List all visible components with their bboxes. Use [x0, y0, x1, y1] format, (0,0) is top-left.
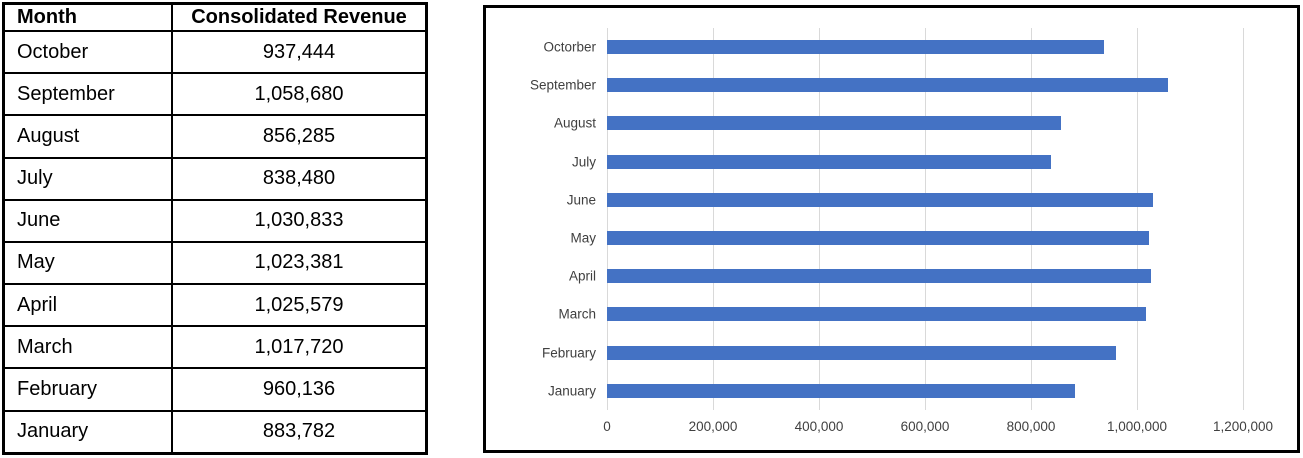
gridline [1031, 28, 1032, 410]
bar-row: May [570, 219, 1243, 257]
table-row: August 856,285 [2, 114, 428, 159]
revenue-cell: 883,782 [171, 409, 428, 455]
x-axis-tick-label: 800,000 [1006, 419, 1056, 434]
x-axis-tick-label: 600,000 [900, 419, 950, 434]
bar [607, 307, 1147, 322]
gridline [607, 28, 608, 410]
bar [607, 345, 1116, 360]
month-cell: August [2, 114, 173, 159]
bar [607, 269, 1151, 284]
revenue-cell: 1,025,579 [171, 283, 428, 328]
month-column-header: Month [2, 2, 173, 32]
month-cell: April [2, 283, 173, 328]
month-cell: July [2, 156, 173, 201]
month-cell: May [2, 240, 173, 286]
bar [607, 40, 1104, 55]
x-axis-tick-label: 1,200,000 [1212, 419, 1274, 434]
month-cell: June [2, 198, 173, 243]
table-row: January 883,782 [2, 409, 428, 455]
bar [607, 192, 1154, 207]
revenue-cell: 1,058,680 [171, 72, 428, 117]
gridline [925, 28, 926, 410]
category-label: September [529, 77, 596, 93]
gridline [1243, 28, 1244, 410]
month-cell: March [2, 325, 173, 370]
x-axis-tick-label: 1,000,000 [1106, 419, 1168, 434]
category-label: August [553, 115, 596, 131]
category-label: Octorber [543, 39, 596, 55]
bar [607, 116, 1061, 131]
category-label: February [541, 345, 596, 361]
category-label: January [547, 383, 596, 399]
bar [607, 231, 1150, 246]
month-cell: February [2, 367, 173, 412]
bar-row: Octorber [543, 28, 1243, 66]
bar-row: September [530, 66, 1243, 104]
bar-row: August [554, 104, 1243, 142]
revenue-cell: 1,023,381 [171, 240, 428, 286]
revenue-table: Month Consolidated Revenue October 937,44… [2, 2, 428, 455]
table-row: March 1,017,720 [2, 325, 428, 370]
table-row: June 1,030,833 [2, 198, 428, 243]
category-label: June [566, 192, 596, 208]
bar [607, 78, 1169, 93]
category-label: April [568, 268, 596, 284]
revenue-table-header: Month Consolidated Revenue [2, 2, 428, 32]
x-axis-tick-label: 0 [603, 419, 611, 434]
bar-row: June [567, 181, 1243, 219]
table-row: April 1,025,579 [2, 283, 428, 328]
bar-row: July [572, 143, 1243, 181]
plot-area: 0 200,000 400,000 600,000 800,000 1,000,000 1,… [530, 28, 1273, 434]
bar [607, 383, 1076, 398]
revenue-cell: 838,480 [171, 156, 428, 201]
revenue-cell: 937,444 [171, 29, 428, 75]
revenue-column-header: Consolidated Revenue [171, 2, 428, 32]
category-label: May [570, 230, 596, 246]
bar-row: January [548, 372, 1243, 410]
table-row: October 937,444 [2, 29, 428, 75]
gridline [819, 28, 820, 410]
category-label: March [558, 306, 596, 322]
revenue-bar-chart: 0 200,000 400,000 600,000 800,000 1,000,000 1,… [483, 5, 1300, 453]
bar-row: March [558, 295, 1243, 333]
category-label: July [571, 154, 596, 170]
bar [607, 154, 1052, 169]
revenue-cell: 960,136 [171, 367, 428, 412]
table-header-row: Month Consolidated Revenue [2, 2, 428, 32]
gridline [1137, 28, 1138, 410]
bar-row: February [542, 334, 1243, 372]
revenue-cell: 1,017,720 [171, 325, 428, 370]
table-row: September 1,058,680 [2, 72, 428, 117]
table-row: May 1,023,381 [2, 240, 428, 286]
revenue-cell: 1,030,833 [171, 198, 428, 243]
gridline [713, 28, 714, 410]
x-axis-tick-label: 400,000 [794, 419, 844, 434]
month-cell: October [2, 29, 173, 75]
bar-row: April [569, 257, 1243, 295]
revenue-cell: 856,285 [171, 114, 428, 159]
revenue-table-body: October 937,444 September 1,058,680 August 85… [2, 29, 428, 455]
month-cell: September [2, 72, 173, 117]
x-axis-tick-label: 200,000 [688, 419, 738, 434]
table-row: February 960,136 [2, 367, 428, 412]
table-row: July 838,480 [2, 156, 428, 201]
month-cell: January [2, 409, 173, 455]
